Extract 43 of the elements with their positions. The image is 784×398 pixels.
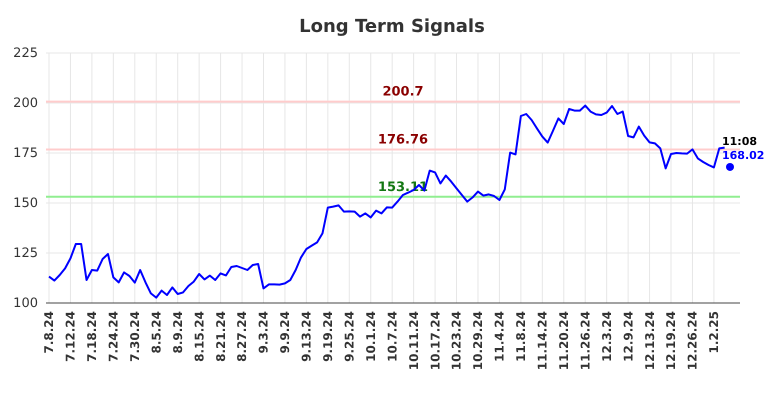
x-tick-label: 8.9.24 bbox=[170, 311, 185, 354]
x-tick-label: 12.3.24 bbox=[600, 311, 614, 362]
x-tick-label: 10.1.24 bbox=[364, 311, 378, 362]
y-tick-label: 100 bbox=[13, 296, 38, 312]
ref-line-label: 200.7 bbox=[382, 84, 424, 100]
x-tick-label: 12.13.24 bbox=[642, 311, 657, 370]
y-tick-label: 125 bbox=[13, 246, 38, 262]
x-tick-label: 7.24.24 bbox=[106, 311, 121, 362]
x-tick-label: 10.11.24 bbox=[406, 311, 421, 370]
x-tick-label: 11.8.24 bbox=[514, 311, 528, 362]
ref-line-label: 176.76 bbox=[378, 132, 428, 148]
x-tick-label: 8.27.24 bbox=[235, 311, 250, 362]
x-tick-label: 9.9.24 bbox=[278, 311, 292, 354]
x-tick-label: 7.8.24 bbox=[42, 311, 56, 354]
x-tick-label: 12.9.24 bbox=[621, 311, 636, 362]
x-tick-label: 1.2.25 bbox=[707, 311, 722, 354]
x-tick-label: 10.29.24 bbox=[471, 311, 486, 370]
x-tick-label: 10.17.24 bbox=[428, 311, 442, 370]
data-label: 168.02 bbox=[722, 148, 764, 162]
x-tick-label: 11.20.24 bbox=[556, 311, 571, 370]
y-tick-label: 200 bbox=[13, 96, 38, 112]
x-tick-label: 7.30.24 bbox=[128, 311, 142, 362]
x-tick-label: 10.7.24 bbox=[385, 311, 400, 362]
x-tick-label: 9.13.24 bbox=[300, 311, 314, 362]
x-tick-label: 7.12.24 bbox=[64, 311, 78, 362]
x-tick-label: 12.19.24 bbox=[664, 311, 678, 370]
x-tick-label: 11.26.24 bbox=[578, 311, 592, 370]
x-tick-label: 12.26.24 bbox=[686, 311, 700, 370]
annotation: 11:08 bbox=[722, 134, 758, 148]
x-tick-label: 7.18.24 bbox=[85, 311, 100, 362]
x-tick-label: 8.15.24 bbox=[192, 311, 206, 362]
y-tick-label: 225 bbox=[13, 46, 38, 62]
x-tick-label: 8.5.24 bbox=[149, 311, 164, 354]
chart-title: Long Term Signals bbox=[299, 16, 485, 37]
x-tick-label: 9.25.24 bbox=[342, 311, 356, 362]
x-tick-label: 11.14.24 bbox=[536, 311, 550, 370]
x-tick-label: 9.3.24 bbox=[256, 311, 271, 354]
x-tick-label: 11.4.24 bbox=[492, 311, 507, 362]
y-tick-label: 175 bbox=[13, 146, 38, 162]
x-tick-label: 8.21.24 bbox=[214, 311, 228, 362]
x-tick-label: 9.19.24 bbox=[321, 311, 336, 362]
y-tick-label: 150 bbox=[13, 196, 38, 212]
x-tick-label: 10.23.24 bbox=[450, 311, 464, 370]
